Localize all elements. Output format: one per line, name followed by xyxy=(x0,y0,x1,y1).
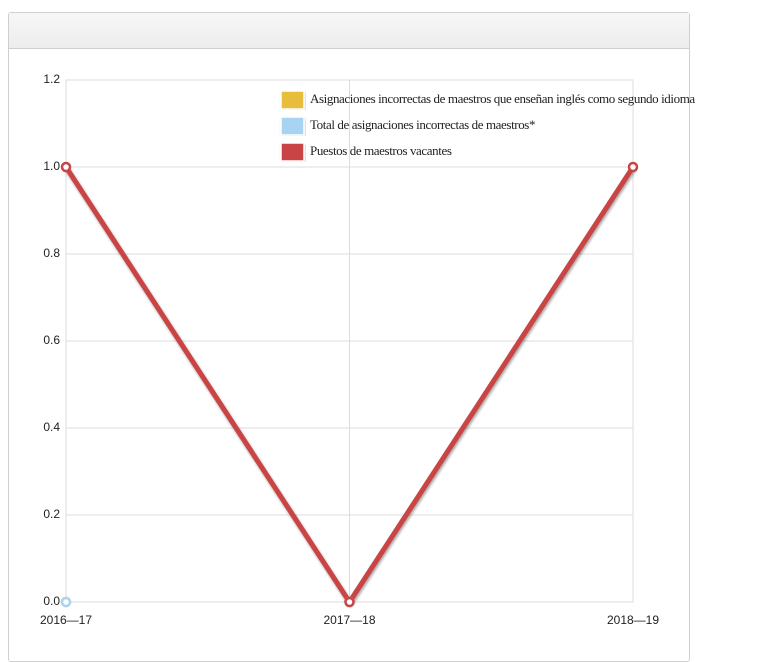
legend-swatch xyxy=(280,116,305,136)
data-point xyxy=(344,596,355,608)
panel xyxy=(8,12,690,662)
legend-label: Puestos de maestros vacantes xyxy=(310,143,452,158)
y-tick-label: 0.4 xyxy=(43,420,60,434)
y-tick-label: 0.6 xyxy=(43,333,60,347)
y-tick-label: 0.8 xyxy=(43,246,60,260)
panel-header xyxy=(9,13,689,49)
y-tick-label: 1.2 xyxy=(43,72,60,86)
data-point xyxy=(60,596,72,608)
x-tick-label: 2018—19 xyxy=(607,613,659,627)
legend-label: Total de asignaciones incorrectas de mae… xyxy=(310,117,535,132)
legend-swatch xyxy=(280,90,305,110)
x-tick-label: 2017—18 xyxy=(323,613,375,627)
data-point xyxy=(627,161,639,173)
y-tick-label: 1.0 xyxy=(43,159,60,173)
x-tick-label: 2016—17 xyxy=(40,613,92,627)
legend-swatch xyxy=(280,142,305,162)
y-tick-label: 0.0 xyxy=(43,594,60,608)
y-tick-label: 0.2 xyxy=(43,507,60,521)
data-point xyxy=(60,161,72,173)
legend-label: Asignaciones incorrectas de maestros que… xyxy=(310,91,695,106)
